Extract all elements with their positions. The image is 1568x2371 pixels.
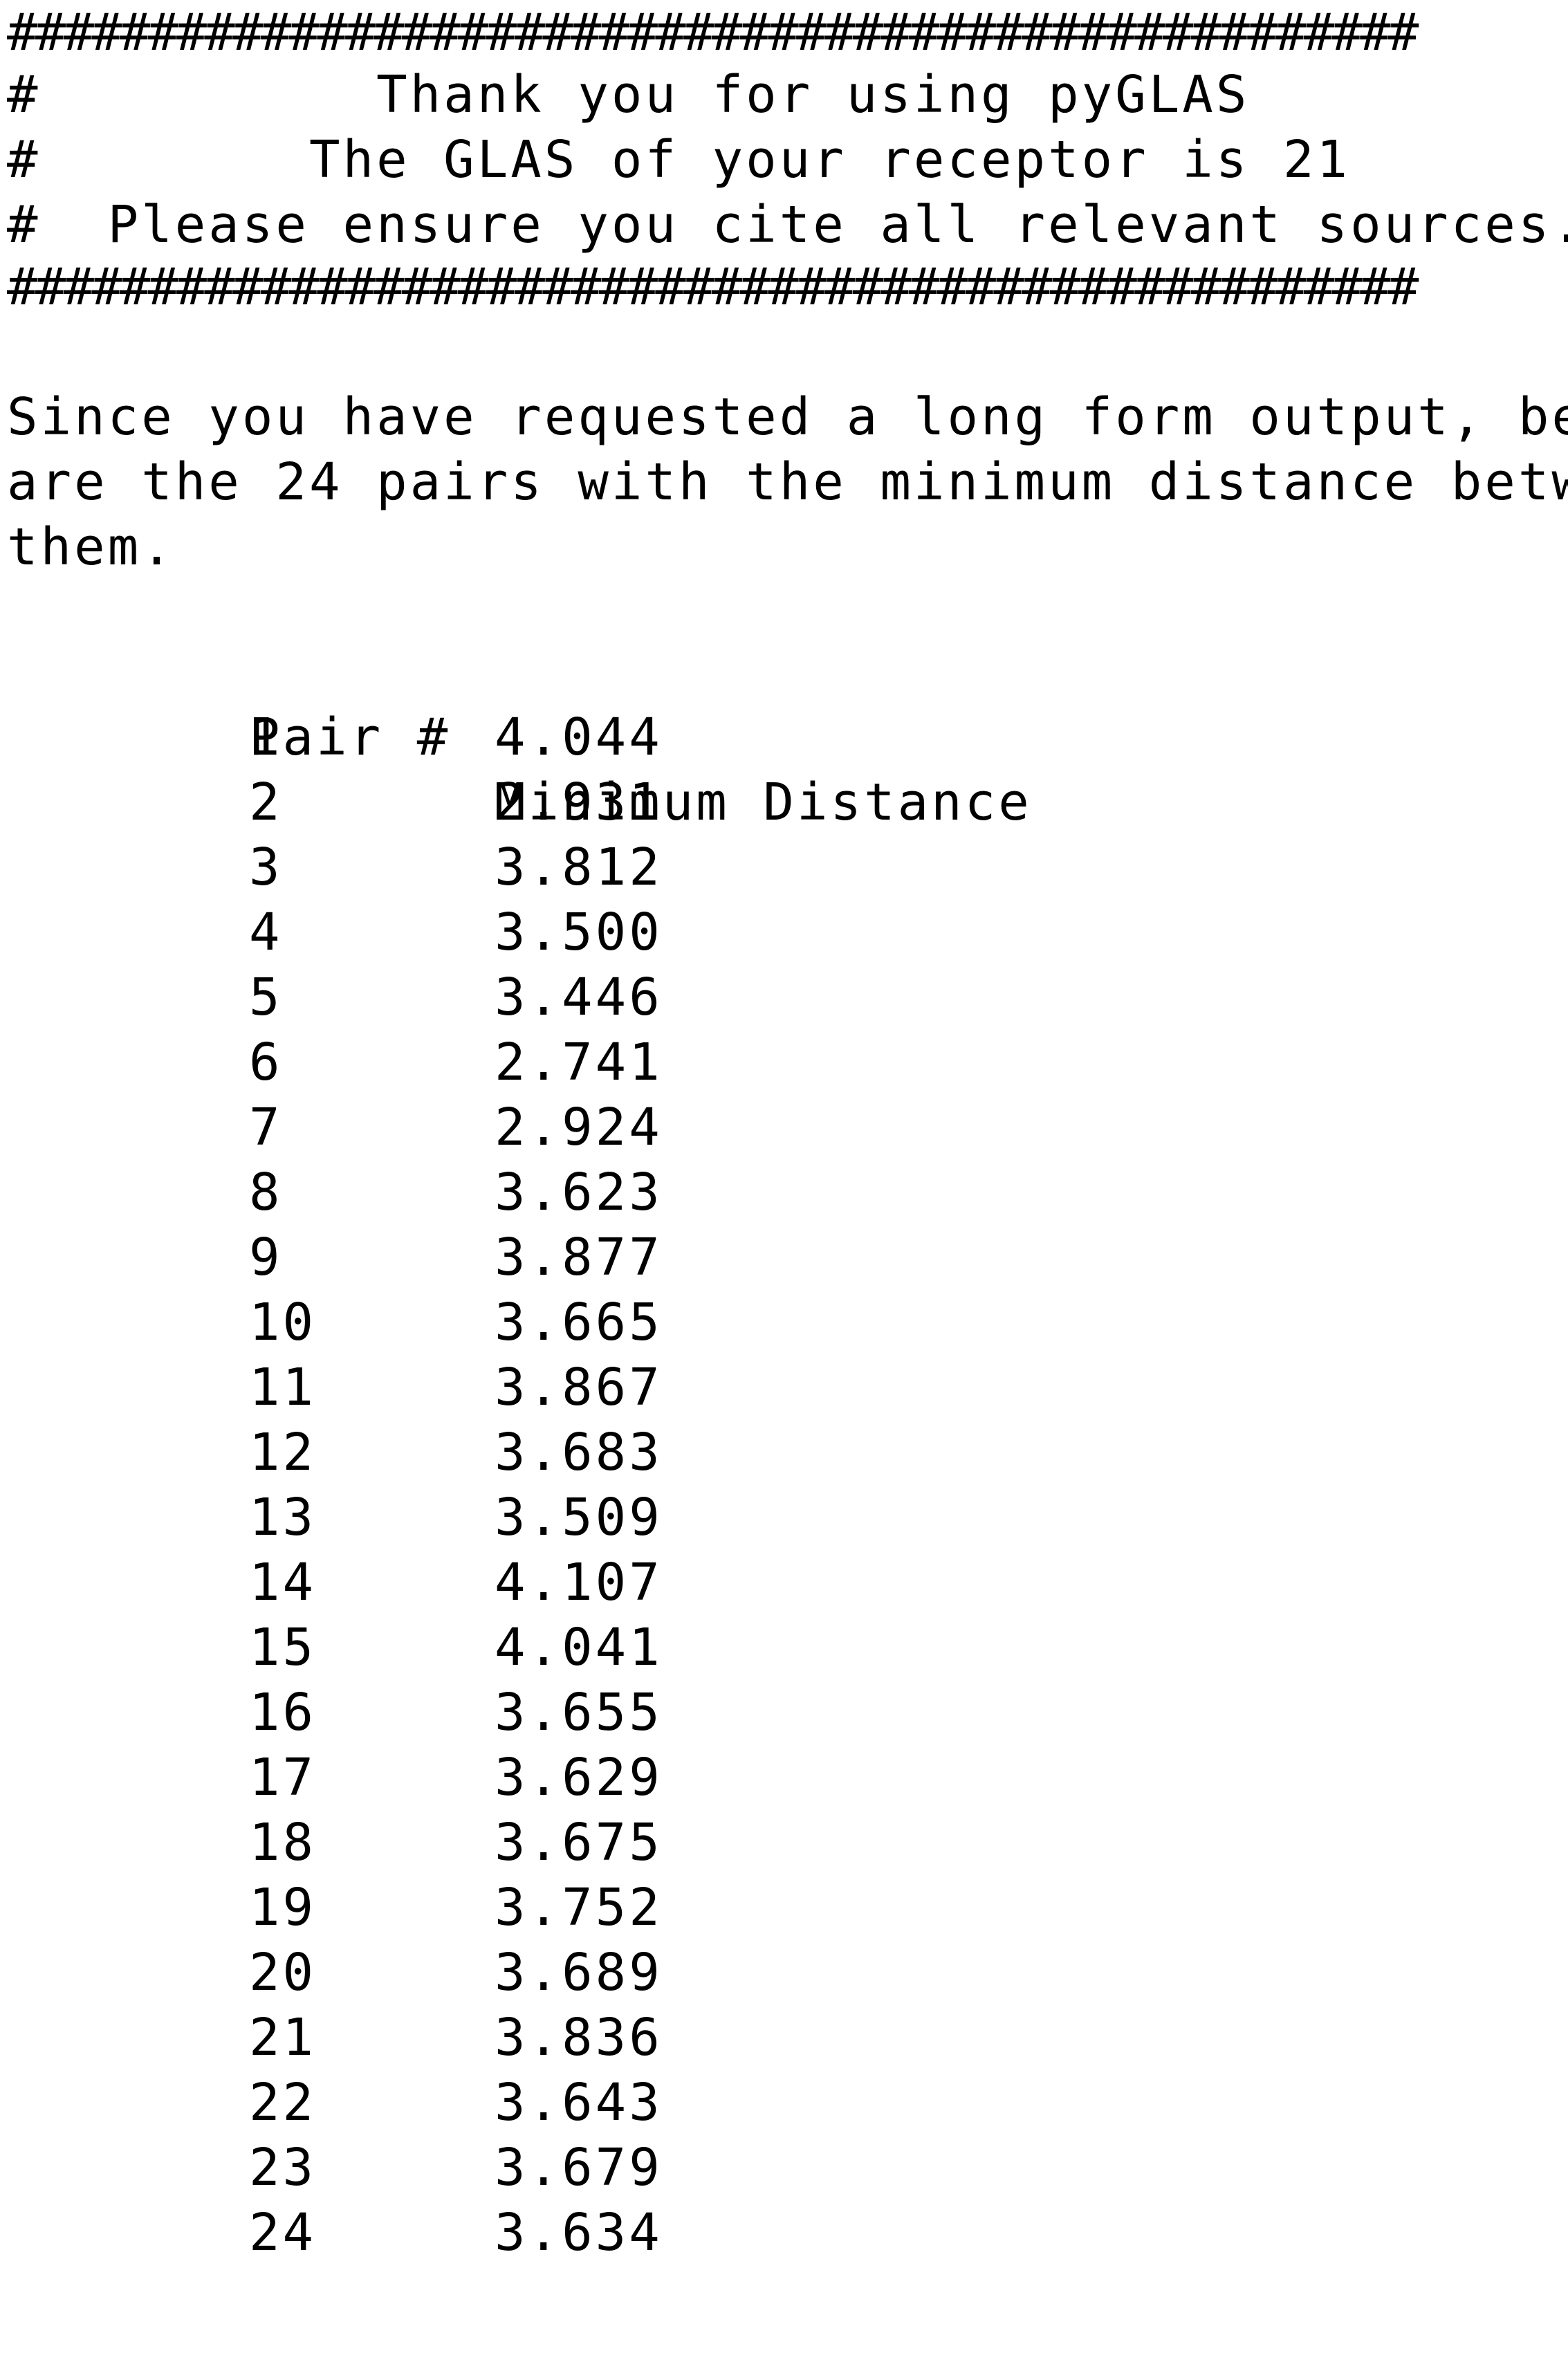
pair-number: 17 bbox=[249, 1748, 317, 1807]
message-line-2: are the 24 pairs with the minimum distan… bbox=[7, 452, 1568, 512]
minimum-distance-value: 2.924 bbox=[495, 1098, 663, 1157]
header-distance: Minimum Distance bbox=[495, 773, 1032, 832]
pair-number: 22 bbox=[249, 2073, 317, 2132]
table-row: 12 3.683 bbox=[249, 1420, 660, 1485]
pair-number: 24 bbox=[249, 2203, 317, 2262]
banner-line-thanks: # Thank you for using pyGLAS # bbox=[7, 65, 1250, 124]
table-row: 22 3.643 bbox=[249, 2070, 660, 2135]
table-row: 7 2.924 bbox=[249, 1095, 660, 1160]
banner-border-bottom: ########################################… bbox=[7, 257, 1419, 317]
table-row: 3 3.812 bbox=[249, 835, 660, 900]
table-row: 15 4.041 bbox=[249, 1615, 660, 1680]
minimum-distance-value: 3.446 bbox=[495, 968, 663, 1027]
pair-number: 1 bbox=[249, 708, 283, 767]
table-row: 24 3.634 bbox=[249, 2200, 660, 2265]
minimum-distance-value: 3.679 bbox=[495, 2138, 663, 2197]
message-line-1: Since you have requested a long form out… bbox=[7, 387, 1568, 447]
table-row: 11 3.867 bbox=[249, 1355, 660, 1420]
table-rows: 1 4.044 2 2.931 3 3.812 4 3.500 5 3.446 6 2.741 7 2.9… bbox=[249, 705, 660, 2265]
pair-number: 19 bbox=[249, 1878, 317, 1937]
minimum-distance-value: 3.629 bbox=[495, 1748, 663, 1807]
minimum-distance-value: 3.836 bbox=[495, 2008, 663, 2067]
minimum-distance-value: 3.867 bbox=[495, 1358, 663, 1417]
minimum-distance-value: 4.044 bbox=[495, 708, 663, 767]
minimum-distance-value: 3.689 bbox=[495, 1943, 663, 2002]
table-row: 23 3.679 bbox=[249, 2135, 660, 2200]
pair-number: 2 bbox=[249, 773, 283, 832]
minimum-distance-value: 4.041 bbox=[495, 1618, 663, 1677]
table-row: 19 3.752 bbox=[249, 1875, 660, 1940]
minimum-distance-value: 2.741 bbox=[495, 1033, 663, 1092]
message-line-3: them. bbox=[7, 517, 175, 577]
pair-number: 6 bbox=[249, 1033, 283, 1092]
pair-number: 12 bbox=[249, 1423, 317, 1482]
table-row: 10 3.665 bbox=[249, 1290, 660, 1355]
minimum-distance-value: 3.752 bbox=[495, 1878, 663, 1937]
table-row: 8 3.623 bbox=[249, 1160, 660, 1225]
pair-number: 18 bbox=[249, 1813, 317, 1872]
minimum-distance-value: 3.877 bbox=[495, 1228, 663, 1287]
banner-line-glas: # The GLAS of your receptor is 21 # bbox=[7, 130, 1351, 190]
table-row: 1 4.044 bbox=[249, 705, 660, 770]
header-pair: Pair # bbox=[249, 708, 451, 767]
minimum-distance-value: 3.655 bbox=[495, 1683, 663, 1742]
table-row: 20 3.689 bbox=[249, 1940, 660, 2005]
minimum-distance-value: 3.634 bbox=[495, 2203, 663, 2262]
banner-line-cite: # Please ensure you cite all relevant so… bbox=[7, 195, 1568, 255]
minimum-distance-value: 3.675 bbox=[495, 1813, 663, 1872]
table-header: Pair # Minimum Distance bbox=[249, 640, 1029, 832]
pair-number: 14 bbox=[249, 1553, 317, 1612]
table-row: 6 2.741 bbox=[249, 1030, 660, 1095]
table-row: 16 3.655 bbox=[249, 1680, 660, 1745]
pair-number: 16 bbox=[249, 1683, 317, 1742]
minimum-distance-value: 3.683 bbox=[495, 1423, 663, 1482]
pair-number: 9 bbox=[249, 1228, 283, 1287]
distance-table: Pair # Minimum Distance 1 4.044 2 2.931 3 3.8… bbox=[249, 640, 1029, 2265]
pair-number: 13 bbox=[249, 1488, 317, 1547]
minimum-distance-value: 3.665 bbox=[495, 1293, 663, 1352]
banner-border-top: ########################################… bbox=[7, 3, 1419, 62]
minimum-distance-value: 3.500 bbox=[495, 903, 663, 962]
table-row: 13 3.509 bbox=[249, 1485, 660, 1550]
pair-number: 21 bbox=[249, 2008, 317, 2067]
pair-number: 7 bbox=[249, 1098, 283, 1157]
table-row: 21 3.836 bbox=[249, 2005, 660, 2070]
pair-number: 5 bbox=[249, 968, 283, 1027]
pair-number: 23 bbox=[249, 2138, 317, 2197]
table-row: 18 3.675 bbox=[249, 1810, 660, 1875]
table-row: 9 3.877 bbox=[249, 1225, 660, 1290]
pair-number: 3 bbox=[249, 838, 283, 897]
pair-number: 10 bbox=[249, 1293, 317, 1352]
pair-number: 20 bbox=[249, 1943, 317, 2002]
minimum-distance-value: 3.623 bbox=[495, 1163, 663, 1222]
table-row: 17 3.629 bbox=[249, 1745, 660, 1810]
pair-number: 4 bbox=[249, 903, 283, 962]
minimum-distance-value: 3.643 bbox=[495, 2073, 663, 2132]
pair-number: 11 bbox=[249, 1358, 317, 1417]
table-row: 4 3.500 bbox=[249, 900, 660, 965]
pair-number: 15 bbox=[249, 1618, 317, 1677]
minimum-distance-value: 2.931 bbox=[495, 773, 663, 832]
minimum-distance-value: 3.812 bbox=[495, 838, 663, 897]
table-row: 5 3.446 bbox=[249, 965, 660, 1030]
table-row: 2 2.931 bbox=[249, 770, 660, 835]
pair-number: 8 bbox=[249, 1163, 283, 1222]
minimum-distance-value: 3.509 bbox=[495, 1488, 663, 1547]
minimum-distance-value: 4.107 bbox=[495, 1553, 663, 1612]
table-row: 14 4.107 bbox=[249, 1550, 660, 1615]
